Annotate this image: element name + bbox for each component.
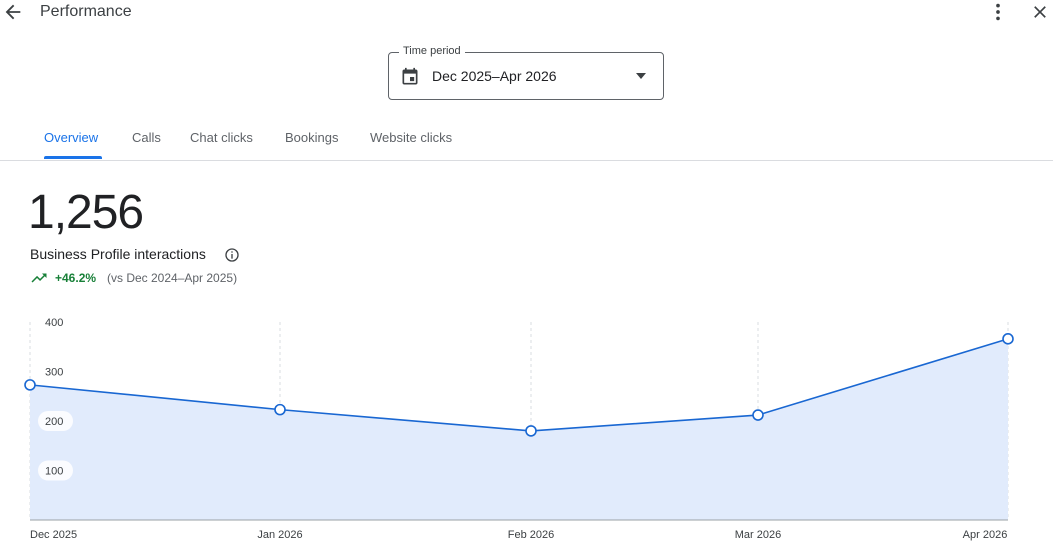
tab-calls[interactable]: Calls [132,130,161,145]
active-tab-indicator [44,156,102,159]
metric-value: 1,256 [28,186,144,239]
chart-area [30,338,1008,520]
tab-bar: Overview Calls Chat clicks Bookings Webs… [0,118,1053,161]
more-vert-icon[interactable] [987,1,1009,23]
y-tick-label: 400 [45,317,63,329]
y-tick-bg [38,411,73,431]
y-tick-bg [38,361,73,382]
trending-up-icon [31,273,47,283]
trend-comparison: (vs Dec 2024–Apr 2025) [107,271,238,285]
interactions-chart: 100 200 300 400 Dec 2025 Jan 2026 Feb 2026 Mar … [24,312,1014,541]
arrow-back-icon[interactable] [2,1,24,23]
tab-overview[interactable]: Overview [44,130,99,145]
tab-website-clicks[interactable]: Website clicks [370,130,453,145]
x-tick-label: Feb 2026 [508,529,554,541]
page-title: Performance [40,3,132,20]
data-point-1 [274,403,286,416]
x-tick-label: Jan 2026 [257,529,302,541]
trend-percentage: +46.2% [55,271,97,285]
info-icon[interactable] [224,247,240,263]
y-tick-bg [38,312,73,332]
chevron-down-icon [636,73,646,79]
data-point-2 [525,425,537,437]
calendar-icon [402,67,418,85]
data-point-0 [24,379,36,391]
data-point-3 [752,409,764,421]
tab-bookings[interactable]: Bookings [285,130,339,145]
tab-chat-clicks[interactable]: Chat clicks [190,130,253,145]
time-period-select[interactable]: Time period Dec 2025–Apr 2026 [388,45,664,100]
metric-label: Business Profile interactions [30,246,206,262]
y-tick-label: 200 [45,416,63,428]
time-period-label: Time period [399,45,465,57]
x-tick-label: Mar 2026 [735,529,781,541]
y-tick-label: 100 [45,466,63,478]
x-tick-label: Apr 2026 [963,529,1008,541]
x-tick-label: Dec 2025 [30,529,77,541]
y-tick-label: 300 [45,367,63,379]
top-bar: Performance [0,0,1053,26]
close-icon[interactable] [1030,2,1050,22]
y-tick-bg [38,460,73,481]
data-point-4 [1002,333,1014,345]
time-period-value: Dec 2025–Apr 2026 [432,68,557,84]
